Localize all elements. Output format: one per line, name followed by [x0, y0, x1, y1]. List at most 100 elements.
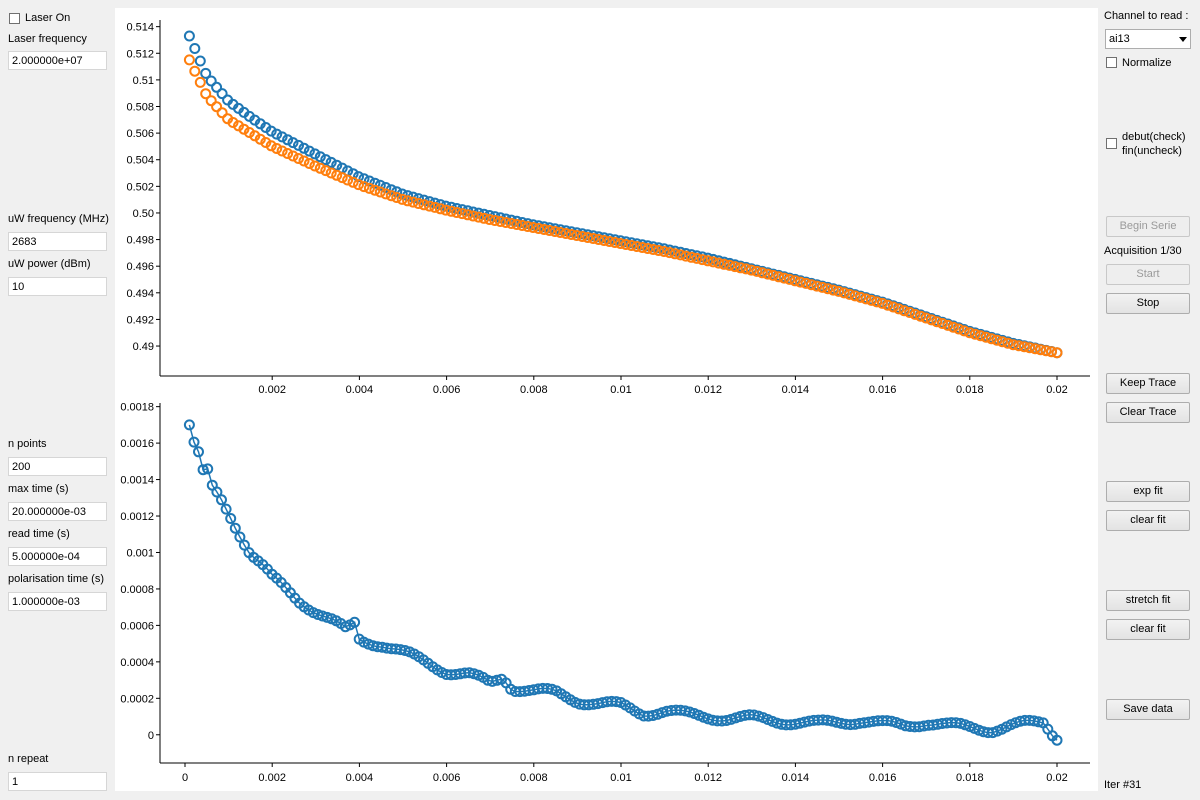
debut-checkbox[interactable] — [1106, 138, 1117, 149]
data-point — [936, 318, 948, 329]
data-point — [473, 211, 485, 223]
data-point — [385, 190, 397, 202]
data-point — [620, 239, 632, 250]
debut-label-line2: fin(uncheck) — [1122, 145, 1182, 157]
stretch-fit-button[interactable]: stretch fit — [1106, 590, 1190, 611]
stop-button[interactable]: Stop — [1106, 293, 1190, 314]
y-tick-label: 0.506 — [126, 128, 154, 140]
data-point — [571, 230, 583, 241]
data-point — [484, 214, 495, 225]
data-point — [1046, 346, 1057, 358]
data-point — [193, 446, 204, 458]
y-tick-label: 0.514 — [126, 22, 154, 34]
data-point — [183, 54, 195, 66]
polarisation-time-field[interactable] — [8, 592, 107, 611]
begin-serie-button[interactable]: Begin Serie — [1106, 216, 1190, 237]
start-button[interactable]: Start — [1106, 264, 1190, 285]
data-point — [347, 176, 359, 188]
data-point — [183, 30, 195, 42]
y-tick-label: 0 — [148, 730, 154, 742]
data-point — [216, 107, 228, 119]
x-tick-label: 0 — [182, 772, 188, 784]
data-point — [407, 196, 419, 208]
data-point — [511, 219, 523, 230]
data-point — [243, 127, 255, 138]
data-point — [183, 419, 195, 431]
data-point — [887, 301, 899, 313]
y-tick-label: 0.512 — [126, 48, 154, 60]
x-tick-label: 0.01 — [610, 772, 631, 784]
save-data-button[interactable]: Save data — [1106, 699, 1190, 720]
channel-select[interactable]: ai13 — [1105, 29, 1191, 49]
data-point — [189, 65, 201, 77]
x-tick-label: 0.014 — [782, 384, 810, 396]
data-point — [321, 611, 333, 623]
x-tick-label: 0.012 — [694, 772, 722, 784]
data-point — [298, 155, 310, 167]
y-tick-label: 0.0012 — [120, 511, 154, 523]
data-point — [1007, 339, 1019, 351]
normalize-checkbox[interactable] — [1106, 57, 1117, 68]
uw-frequency-field[interactable] — [8, 232, 107, 251]
clear-stretch-fit-button[interactable]: clear fit — [1106, 619, 1190, 640]
data-point — [827, 284, 839, 296]
y-tick-label: 0.498 — [126, 235, 154, 247]
x-tick-label: 0.004 — [346, 772, 374, 784]
read-time-field[interactable] — [8, 547, 107, 566]
data-point — [303, 158, 315, 169]
data-point — [964, 327, 976, 339]
x-tick-label: 0.018 — [956, 772, 984, 784]
data-point — [527, 222, 539, 233]
keep-trace-button[interactable]: Keep Trace — [1106, 373, 1190, 394]
y-tick-label: 0.0014 — [120, 475, 154, 487]
data-point — [418, 199, 430, 211]
data-point — [784, 273, 796, 285]
max-time-field[interactable] — [8, 502, 107, 521]
data-point — [625, 240, 637, 251]
x-tick-label: 0.018 — [956, 384, 984, 396]
laser-frequency-field[interactable] — [8, 51, 107, 70]
data-point — [434, 203, 446, 215]
data-point — [331, 169, 343, 181]
n-repeat-field[interactable] — [8, 772, 107, 791]
data-point — [391, 192, 403, 203]
acquisition-status: Acquisition 1/30 — [1104, 245, 1182, 257]
data-point — [745, 264, 757, 276]
data-point — [604, 236, 615, 247]
data-point — [691, 252, 703, 264]
data-point — [898, 305, 910, 317]
n-points-field[interactable] — [8, 457, 107, 476]
data-point — [538, 224, 550, 235]
clear-fit-button[interactable]: clear fit — [1106, 510, 1190, 531]
laser-on-checkbox[interactable] — [9, 13, 20, 24]
data-point — [265, 140, 277, 152]
data-point — [778, 272, 790, 284]
data-point — [615, 238, 626, 249]
data-point — [276, 145, 288, 157]
data-point — [211, 81, 223, 93]
data-point — [718, 258, 730, 270]
data-point — [735, 262, 746, 274]
data-point — [413, 198, 424, 209]
data-point — [707, 256, 719, 268]
data-point — [429, 201, 441, 213]
data-point — [445, 205, 457, 217]
y-tick-label: 0.0008 — [120, 584, 154, 596]
data-point — [225, 513, 237, 524]
data-point — [593, 234, 605, 245]
data-point — [282, 148, 294, 159]
data-point — [211, 101, 223, 113]
exp-fit-button[interactable]: exp fit — [1106, 481, 1190, 502]
x-tick-label: 0.002 — [258, 772, 286, 784]
data-point — [287, 150, 299, 162]
data-point — [358, 173, 370, 185]
data-point — [298, 142, 310, 154]
data-point — [260, 137, 272, 148]
clear-trace-button[interactable]: Clear Trace — [1106, 402, 1190, 423]
data-point — [234, 531, 246, 543]
data-point — [429, 197, 441, 209]
x-tick-label: 0.004 — [346, 384, 374, 396]
max-time-label: max time (s) — [8, 483, 69, 495]
uw-power-field[interactable] — [8, 277, 107, 296]
data-point — [800, 277, 812, 289]
